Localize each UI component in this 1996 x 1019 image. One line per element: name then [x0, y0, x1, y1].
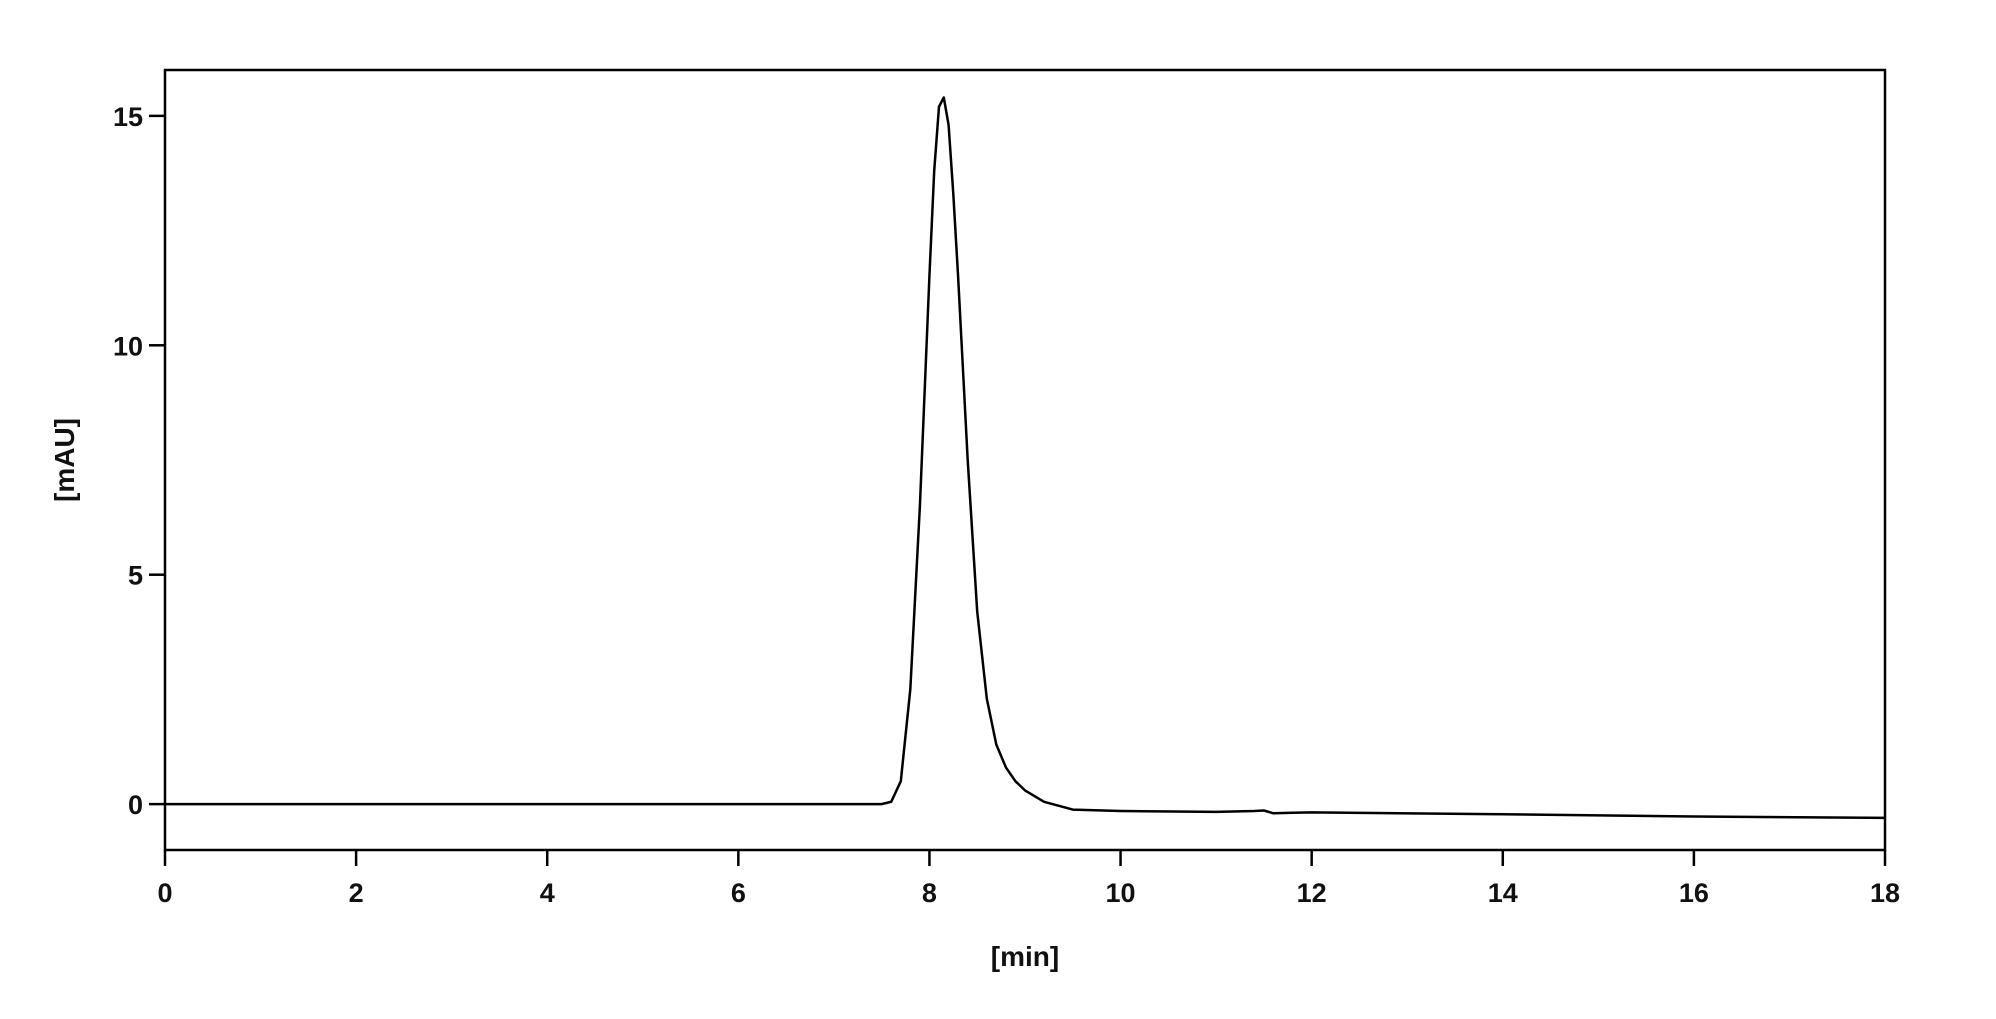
x-tick-label: 6	[731, 878, 746, 908]
x-tick-label: 0	[157, 878, 172, 908]
plot-frame	[163, 68, 1887, 852]
x-tick-label: 2	[349, 878, 364, 908]
x-tick-label: 18	[1870, 878, 1900, 908]
y-tick-label: 15	[113, 102, 143, 132]
x-tick-label: 14	[1488, 878, 1518, 908]
chromatogram-trace	[165, 96, 1886, 820]
x-tick-label: 10	[1106, 878, 1136, 908]
y-tick-label: 5	[128, 561, 143, 591]
y-tick-label: 0	[128, 790, 143, 820]
x-tick-label: 12	[1297, 878, 1327, 908]
x-axis-label: [min]	[991, 941, 1059, 972]
x-tick-label: 4	[540, 878, 555, 908]
x-axis: 0 2 4 6 8 10 12 14 16 18	[157, 850, 1900, 908]
x-tick-label: 8	[922, 878, 937, 908]
y-axis: 0 5 10 15	[113, 102, 165, 820]
y-axis-label: [mAU]	[49, 418, 80, 502]
y-tick-label: 10	[113, 331, 143, 361]
x-tick-label: 16	[1679, 878, 1709, 908]
